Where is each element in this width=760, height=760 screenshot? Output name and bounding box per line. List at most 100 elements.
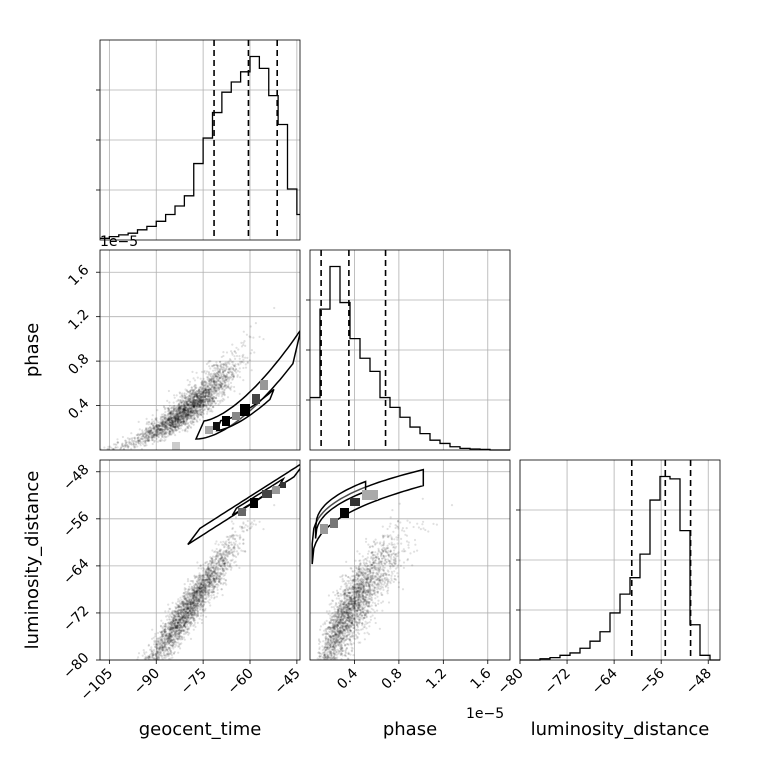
sample-point (175, 410, 178, 413)
sample-point (145, 427, 148, 430)
sample-point (149, 429, 152, 432)
sample-point (229, 370, 232, 373)
sample-point (165, 427, 168, 430)
sample-point (201, 406, 204, 409)
sample-point (221, 382, 224, 385)
sample-point (188, 609, 191, 613)
sample-point (226, 385, 230, 388)
sample-point (220, 554, 223, 557)
sample-point (203, 388, 206, 391)
sample-point (160, 423, 163, 426)
sample-point (178, 412, 181, 415)
sample-point (193, 401, 196, 404)
sample-point (157, 428, 160, 431)
sample-point (195, 398, 198, 401)
sample-point (172, 415, 175, 418)
sample-point (176, 412, 179, 415)
sample-point (160, 428, 163, 431)
sample-point (171, 628, 174, 632)
sample-point (177, 412, 180, 415)
sample-point (211, 397, 214, 400)
sample-point (196, 416, 199, 419)
sample-point (212, 364, 215, 367)
sample-point (198, 396, 202, 399)
sample-point (183, 638, 186, 641)
sample-point (179, 395, 182, 398)
sample-point (208, 398, 211, 401)
sample-point (177, 407, 180, 410)
sample-point (217, 551, 220, 555)
sample-point (196, 591, 199, 594)
sample-point (213, 384, 216, 387)
sample-point (172, 425, 175, 428)
sample-point (209, 360, 212, 363)
sample-point (231, 353, 234, 356)
sample-point (204, 389, 207, 392)
sample-point (228, 387, 231, 390)
sample-point (196, 393, 199, 396)
sample-point (184, 597, 187, 601)
sample-point (185, 402, 188, 405)
sample-point (187, 410, 190, 414)
panel-1-1 (306, 249, 511, 451)
sample-point (151, 435, 154, 438)
sample-point (190, 403, 193, 406)
sample-point (222, 377, 225, 380)
sample-point (149, 426, 152, 429)
sample-point (204, 388, 207, 392)
sample-point (126, 445, 129, 448)
sample-point (162, 630, 166, 633)
sample-point (153, 435, 156, 438)
sample-point (188, 412, 191, 415)
sample-point (210, 570, 214, 573)
sample-point (190, 409, 193, 412)
sample-point (174, 414, 177, 417)
sample-point (133, 437, 136, 440)
sample-point (244, 344, 247, 347)
sample-point (192, 423, 195, 426)
sample-point (204, 400, 207, 403)
sample-point (228, 552, 231, 555)
sample-point (227, 371, 230, 374)
sample-point (158, 428, 161, 431)
sample-point (166, 424, 170, 427)
sample-point (147, 439, 150, 442)
sample-point (148, 431, 151, 434)
sample-point (232, 367, 235, 370)
sample-point (196, 584, 199, 588)
sample-point (219, 372, 222, 375)
sample-point (206, 384, 209, 387)
sample-point (184, 414, 187, 417)
sample-point (205, 584, 208, 587)
sample-point (243, 340, 246, 343)
sample-point (191, 399, 195, 402)
sample-point (215, 388, 218, 391)
sample-point (124, 444, 127, 447)
histogram-step-luminosity_distance (520, 475, 720, 661)
sample-point (173, 420, 176, 423)
sample-point (230, 361, 233, 364)
sample-point (230, 551, 234, 554)
sample-point (162, 430, 165, 433)
sample-point (178, 628, 181, 631)
sample-point (199, 398, 202, 401)
sample-point (169, 421, 172, 425)
sample-point (170, 421, 173, 424)
sample-point (183, 394, 186, 397)
sample-point (177, 416, 180, 419)
sample-point (213, 550, 216, 554)
sample-point (196, 403, 199, 406)
sample-point (180, 422, 183, 425)
sample-point (204, 403, 207, 406)
sample-point (172, 424, 175, 427)
sample-point (151, 628, 154, 631)
sample-point (225, 380, 228, 383)
sample-point (177, 407, 180, 410)
sample-point (192, 411, 195, 414)
sample-point (194, 393, 197, 396)
sample-point (165, 431, 168, 434)
sample-point (171, 422, 174, 425)
sample-point (189, 398, 192, 401)
sample-point (191, 392, 194, 395)
sample-point (177, 408, 180, 411)
